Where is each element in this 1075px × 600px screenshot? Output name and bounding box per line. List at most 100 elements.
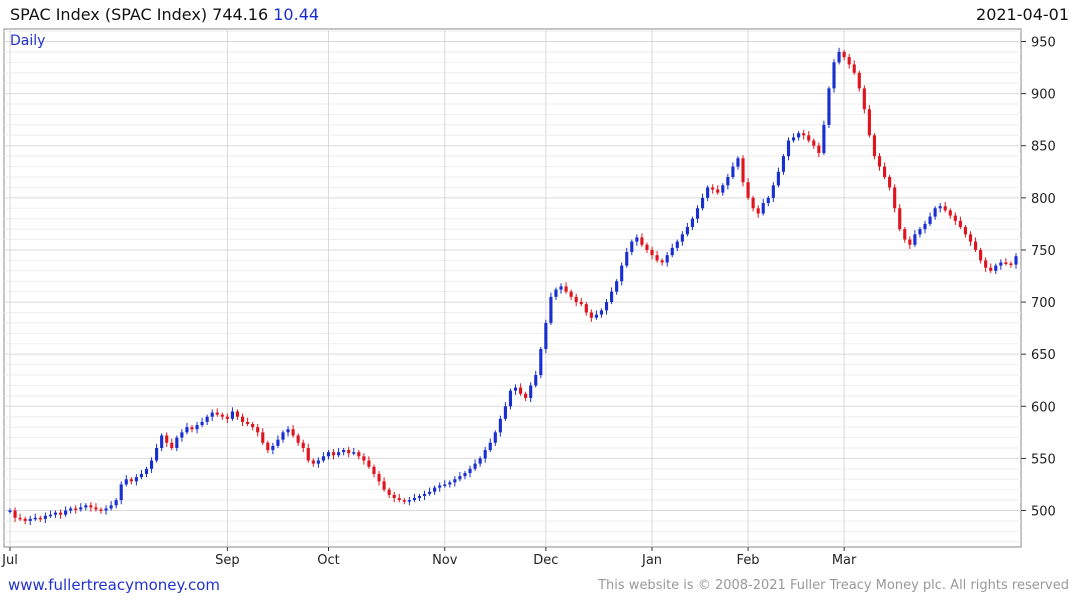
- candle-body: [660, 260, 664, 263]
- candle-body: [129, 479, 133, 482]
- candle-body: [266, 442, 270, 451]
- candle-body: [89, 505, 93, 508]
- candle-body: [276, 439, 280, 446]
- candle-body: [43, 515, 47, 519]
- candle-body: [802, 133, 806, 136]
- candle-body: [918, 229, 922, 235]
- candle-body: [726, 177, 730, 186]
- candle-body: [402, 500, 406, 502]
- candle-body: [680, 234, 684, 242]
- candle-body: [948, 210, 952, 216]
- candle-body: [498, 418, 502, 433]
- candle-body: [205, 416, 209, 422]
- candle-body: [139, 474, 144, 478]
- chart-title: SPAC Index (SPAC Index) 744.16 10.44: [10, 5, 319, 24]
- candle-body: [1009, 263, 1013, 266]
- y-tick-label: 700: [1031, 296, 1056, 311]
- candle-body: [519, 387, 523, 394]
- plot-frame: [3, 28, 1022, 548]
- candle-body: [963, 227, 968, 235]
- candle-body: [640, 237, 644, 245]
- chart-date: 2021-04-01: [976, 5, 1069, 24]
- candle-body: [155, 447, 159, 461]
- candle-body: [134, 477, 138, 482]
- candle-body: [200, 421, 204, 426]
- candle-body: [230, 411, 234, 419]
- y-tick-label: 550: [1031, 452, 1056, 467]
- candle-body: [584, 304, 588, 313]
- candle-body: [761, 203, 765, 214]
- candle-body: [13, 510, 17, 518]
- candle-body: [144, 468, 149, 475]
- candle-body: [615, 281, 619, 292]
- candle-body: [114, 500, 118, 506]
- candle-body: [685, 227, 689, 235]
- candle-body: [771, 185, 775, 198]
- candle-body: [645, 244, 649, 250]
- candle-body: [463, 473, 467, 477]
- y-tick-label: 600: [1031, 400, 1056, 415]
- candle-body: [943, 206, 947, 211]
- candle-body: [928, 216, 932, 224]
- candle-body: [589, 312, 593, 318]
- candle-body: [751, 197, 755, 209]
- candle-body: [326, 452, 331, 457]
- candle-body: [488, 442, 492, 451]
- candle-body: [210, 412, 214, 417]
- candle-body: [908, 239, 912, 245]
- candle-body: [650, 249, 654, 256]
- candle-body: [23, 518, 27, 521]
- candle-body: [483, 450, 487, 459]
- candle-body: [64, 510, 68, 515]
- candle-body: [256, 427, 260, 433]
- candle-body: [246, 421, 250, 425]
- candle-body: [923, 223, 927, 230]
- candle-body: [99, 509, 103, 511]
- candle-body: [458, 476, 462, 480]
- last-price: 744.16: [212, 5, 269, 24]
- candle-body: [731, 166, 735, 177]
- y-tick-label: 950: [1031, 36, 1056, 51]
- candle-body: [994, 265, 998, 271]
- candle-body: [433, 487, 437, 492]
- candle-body: [792, 137, 796, 141]
- candle-body: [79, 507, 83, 510]
- candle-body: [392, 494, 396, 499]
- candle-body: [220, 414, 224, 417]
- candle-body: [372, 466, 376, 475]
- candle-body: [377, 474, 381, 482]
- candle-body: [281, 432, 285, 440]
- candle-body: [387, 489, 391, 495]
- candle-body: [443, 484, 447, 486]
- candle-body: [271, 445, 275, 451]
- candle-body: [867, 109, 871, 136]
- candle-body: [296, 435, 300, 443]
- candle-body: [195, 425, 199, 430]
- candle-body: [529, 385, 533, 398]
- y-tick-label: 800: [1031, 192, 1056, 207]
- candle-body: [554, 289, 558, 297]
- candle-body: [569, 291, 573, 297]
- candle-body: [756, 208, 760, 214]
- candle-body: [675, 241, 679, 248]
- candle-body: [822, 124, 826, 154]
- candle-body: [604, 302, 609, 311]
- candle-body: [979, 249, 983, 261]
- candle-body: [933, 208, 937, 217]
- y-tick-label: 750: [1031, 244, 1056, 259]
- candle-body: [842, 51, 846, 58]
- candle-body: [1004, 262, 1008, 264]
- candle-body: [225, 416, 229, 419]
- candle-body: [989, 267, 993, 271]
- candle-body: [827, 88, 831, 125]
- candle-body: [165, 435, 169, 443]
- site-link[interactable]: www.fullertreacymoney.com: [8, 576, 221, 594]
- candle-body: [559, 286, 563, 290]
- candle-body: [94, 507, 98, 510]
- candle-body: [701, 197, 705, 209]
- candle-body: [508, 390, 513, 407]
- candle-body: [18, 517, 22, 520]
- candle-body: [412, 498, 416, 501]
- candle-body: [882, 166, 887, 177]
